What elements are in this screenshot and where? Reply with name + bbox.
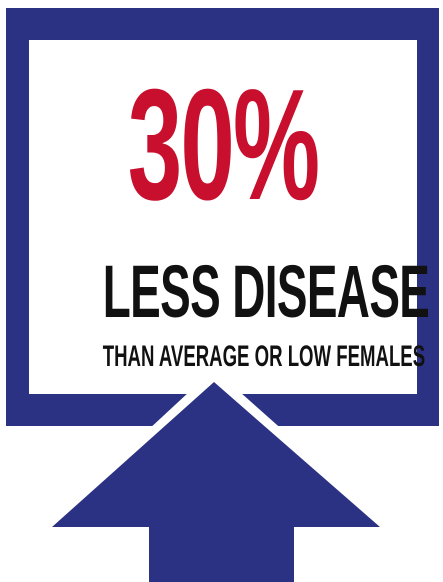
stat-headline: LESS DISEASE [102, 250, 430, 333]
stat-subline: THAN AVERAGE OR LOW FEMALES [102, 340, 426, 373]
stat-percentage: 30% [127, 57, 320, 233]
callout-panel [29, 40, 417, 394]
callout-text: 30% LESS DISEASE THAN AVERAGE OR LOW FEM… [29, 40, 430, 394]
